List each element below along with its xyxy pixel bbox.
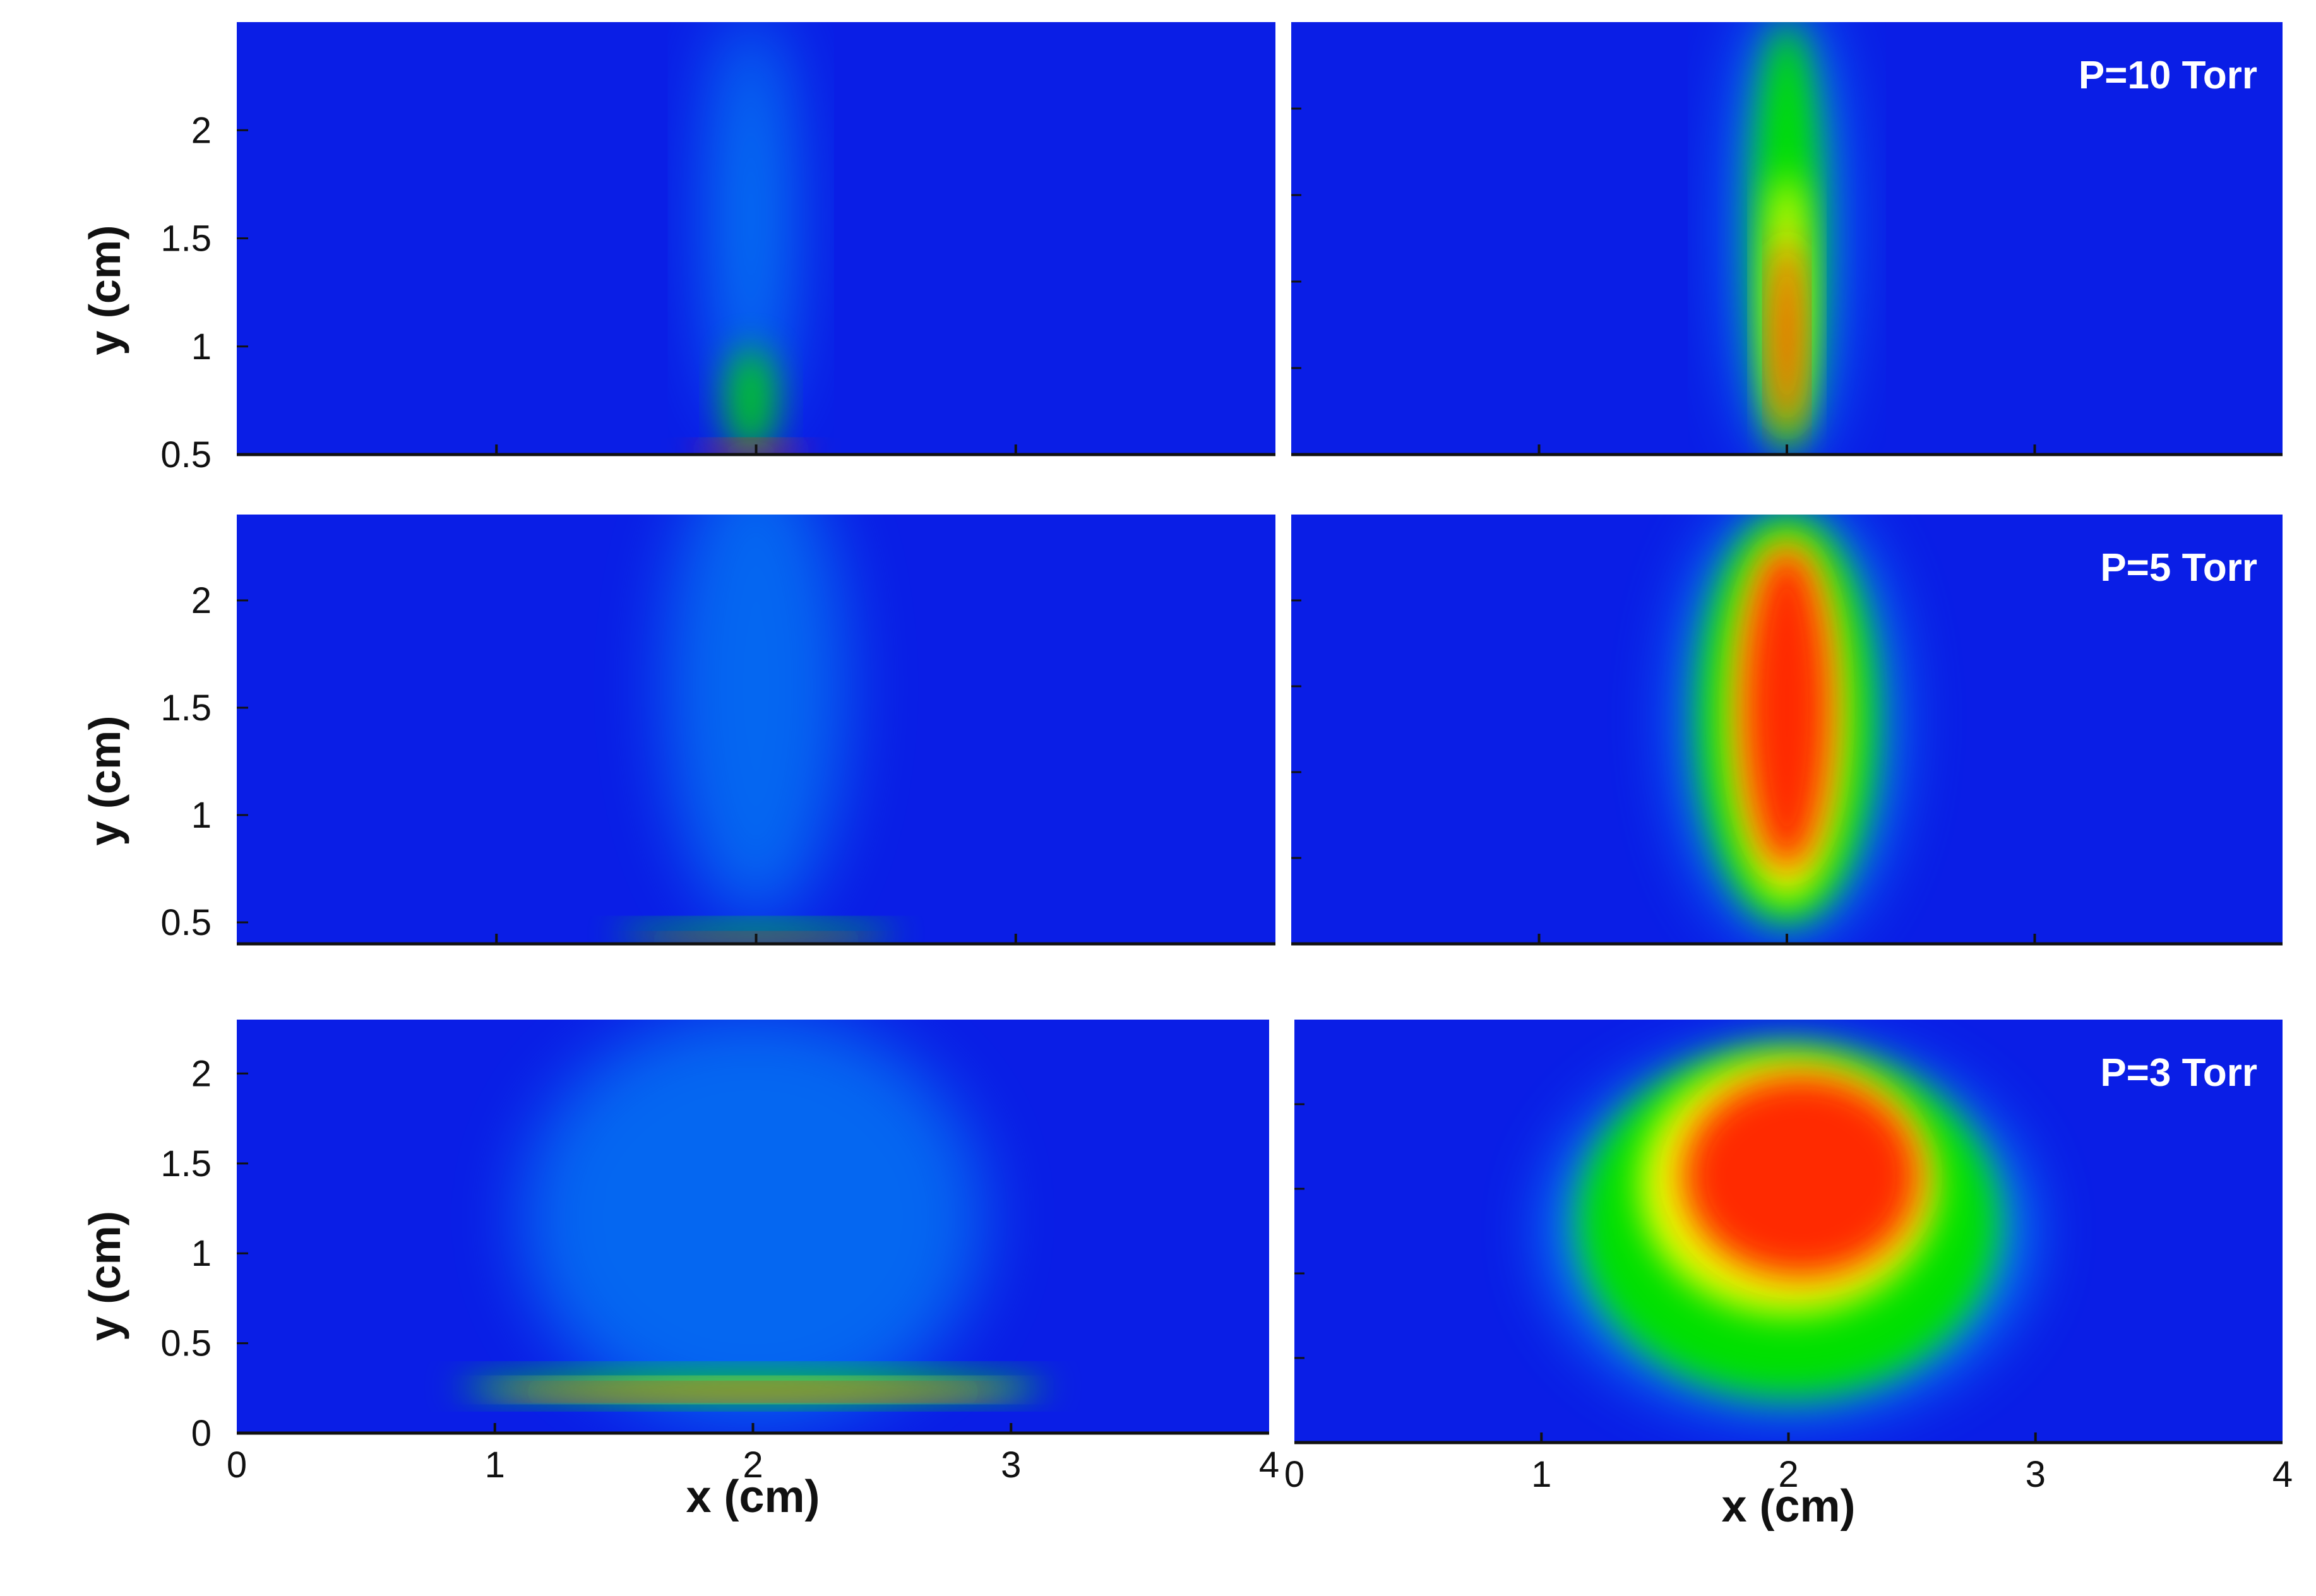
panel-row1-right: P=10 Torr <box>1291 22 2283 456</box>
x-tick-label: 0 <box>1284 1454 1304 1495</box>
field-level-4-region <box>1742 547 1832 869</box>
y-tick-label: 1 <box>191 795 212 836</box>
y-axis-title: y (cm) <box>80 1211 129 1341</box>
x-tick-label: 2 <box>743 1444 763 1486</box>
panel-row3-left: 0 0.5 1 1.5 2 0 1 2 3 4 y (cm) x (cm) <box>80 1020 1279 1522</box>
y-tick-label: 0.5 <box>160 1323 212 1364</box>
field-level-4-region <box>1682 1075 1919 1277</box>
pressure-annotation: P=3 Torr <box>2100 1051 2257 1095</box>
field-level-4-region <box>508 1386 998 1398</box>
field-level-4-region <box>1774 238 1800 433</box>
pressure-annotation: P=5 Torr <box>2100 546 2257 590</box>
panel-row1-left: 0.5 1 1.5 2 y (cm) <box>80 22 1275 475</box>
y-tick-label: 1.5 <box>160 218 212 259</box>
y-tick-label: 2 <box>191 1053 212 1094</box>
y-tick-label: 1 <box>191 1233 212 1274</box>
x-tick-label: 4 <box>2272 1454 2293 1495</box>
y-tick-label: 0 <box>191 1413 212 1454</box>
y-tick-label: 0.5 <box>160 902 212 943</box>
x-tick-label: 1 <box>1531 1454 1551 1495</box>
x-tick-label: 1 <box>485 1444 505 1486</box>
y-tick-label: 1.5 <box>160 688 212 729</box>
x-axis-title: x (cm) <box>1721 1481 1855 1532</box>
y-tick-label: 1.5 <box>160 1143 212 1184</box>
y-axis-title: y (cm) <box>80 716 129 846</box>
panel-row2-right: P=5 Torr <box>1291 515 2283 946</box>
y-tick-label: 2 <box>191 580 212 621</box>
x-tick-label: 4 <box>1259 1444 1279 1486</box>
field-level-1-region <box>665 515 847 922</box>
panel-row3-right: 0 1 2 3 4 x (cm) P=3 Torr <box>1284 1020 2293 1532</box>
y-tick-label: 2 <box>191 110 212 151</box>
field-level-4-region <box>693 443 808 455</box>
field-level-1-region <box>709 22 793 422</box>
x-tick-label: 0 <box>227 1444 247 1486</box>
panel-row2-left: 0.5 1 1.5 2 y (cm) <box>80 515 1275 946</box>
y-tick-label: 1 <box>191 326 212 367</box>
x-tick-label: 2 <box>1778 1454 1798 1495</box>
pressure-annotation: P=10 Torr <box>2079 54 2257 97</box>
x-axis-title: x (cm) <box>686 1472 820 1522</box>
y-axis-title: y (cm) <box>80 225 129 355</box>
field-level-2-region <box>725 346 777 455</box>
y-tick-label: 0.5 <box>160 434 212 475</box>
field-level-1-region <box>520 1020 986 1424</box>
x-tick-label: 3 <box>2026 1454 2046 1495</box>
x-tick-label: 3 <box>1001 1444 1021 1486</box>
